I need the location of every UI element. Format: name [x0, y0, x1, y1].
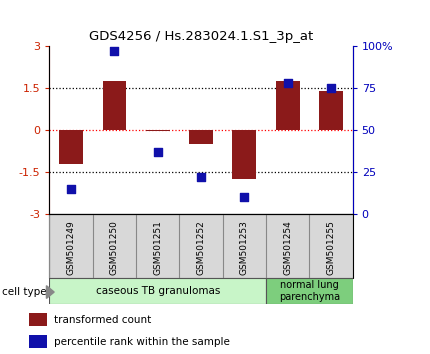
Text: caseous TB granulomas: caseous TB granulomas [95, 286, 220, 296]
Bar [266, 278, 353, 304]
Bar [29, 313, 46, 326]
Point [241, 194, 248, 200]
Point [197, 174, 204, 180]
Text: transformed count: transformed count [55, 315, 152, 325]
Point [111, 48, 118, 54]
Title: GDS4256 / Hs.283024.1.S1_3p_at: GDS4256 / Hs.283024.1.S1_3p_at [89, 30, 313, 44]
Text: cell type: cell type [2, 287, 47, 297]
Bar [319, 91, 343, 130]
Point [154, 149, 161, 155]
Text: GSM501249: GSM501249 [67, 221, 76, 275]
Point [328, 85, 335, 91]
Bar [276, 81, 300, 130]
Text: GSM501253: GSM501253 [240, 221, 249, 275]
Point [284, 80, 291, 86]
Point [68, 186, 74, 192]
Text: GSM501251: GSM501251 [153, 221, 162, 275]
Bar [102, 81, 126, 130]
Bar [233, 130, 256, 179]
Text: GSM501255: GSM501255 [326, 221, 335, 275]
Polygon shape [46, 286, 54, 298]
Text: normal lung
parenchyma: normal lung parenchyma [279, 280, 340, 302]
Text: GSM501254: GSM501254 [283, 221, 292, 275]
Bar [29, 335, 46, 348]
Bar [189, 130, 213, 144]
Text: percentile rank within the sample: percentile rank within the sample [55, 337, 230, 347]
Text: GSM501250: GSM501250 [110, 221, 119, 275]
Bar [59, 130, 83, 164]
Text: GSM501252: GSM501252 [197, 221, 206, 275]
Bar [49, 278, 266, 304]
Bar [146, 130, 169, 131]
